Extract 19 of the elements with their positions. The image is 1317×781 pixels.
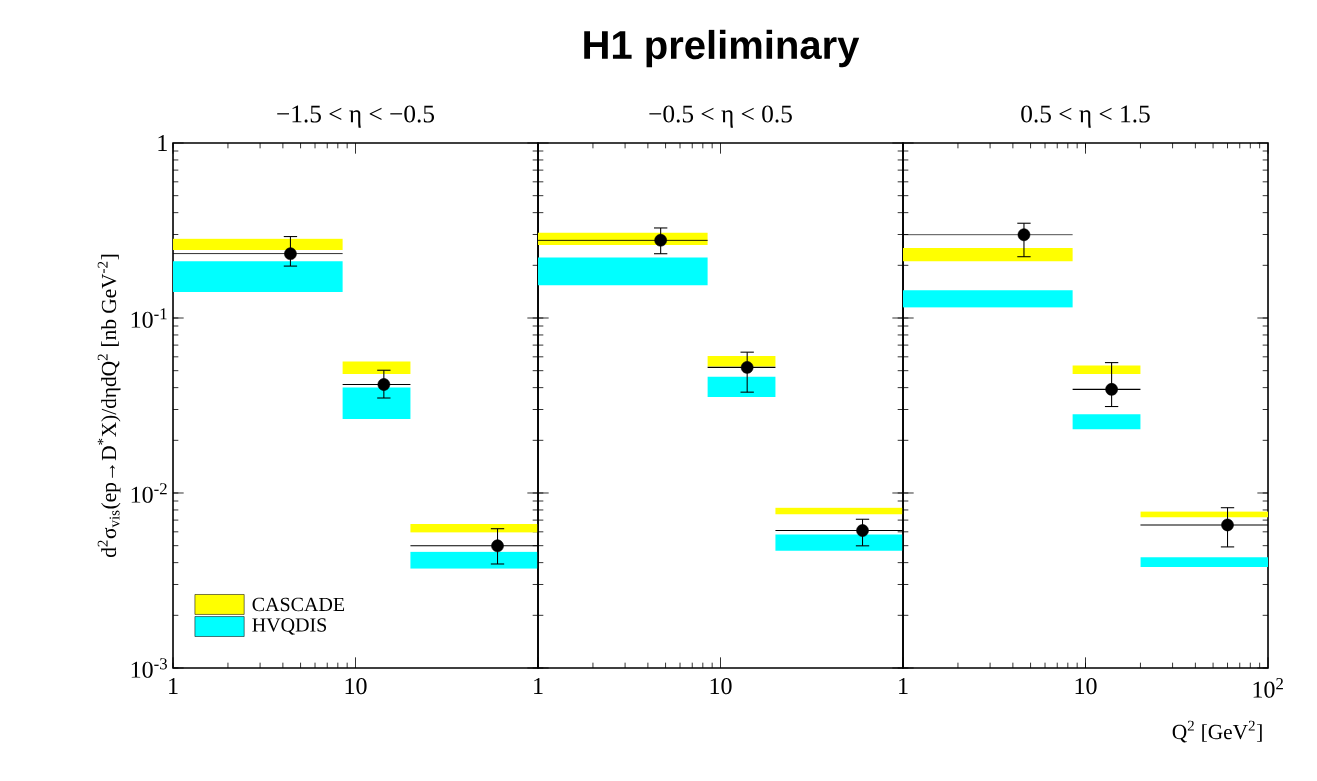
chart-title: H1 preliminary	[584, 29, 860, 68]
legend-label: HVQDIS	[252, 618, 327, 635]
chart-subtitle: 0.5 < η < 1.5	[1021, 105, 1150, 128]
x-tick-label: 10$^{2}$	[1253, 678, 1283, 698]
x-tick-label: 10	[710, 678, 732, 695]
x-tick-label: 1	[899, 678, 908, 694]
chart-subtitle: −0.5 < η < 0.5	[649, 105, 792, 128]
y-tick-label: 10$^{-3}$	[131, 658, 167, 678]
x-tick-label: 1	[534, 678, 543, 694]
x-tick-label: 10	[1075, 678, 1097, 695]
y-tick-label: 10$^{-2}$	[131, 483, 167, 503]
text: d$^{2}$σ$_{vis}$(ep→D$^{*}$X)/dηdQ$^{2}$ [nb GeV$^{-2}$]	[97, 254, 121, 558]
x-axis-title: Q$^{2}$ [GeV$^{2}$]	[1172, 720, 1262, 743]
legend-label: CASCADE	[252, 597, 345, 612]
x-tick-label: 10	[345, 678, 367, 695]
y-tick-label: 1	[158, 135, 167, 151]
x-tick-label: 1	[169, 678, 178, 694]
chart-subtitle: −1.5 < η < −0.5	[277, 105, 435, 128]
y-tick-label: 10$^{-1}$	[131, 308, 167, 328]
